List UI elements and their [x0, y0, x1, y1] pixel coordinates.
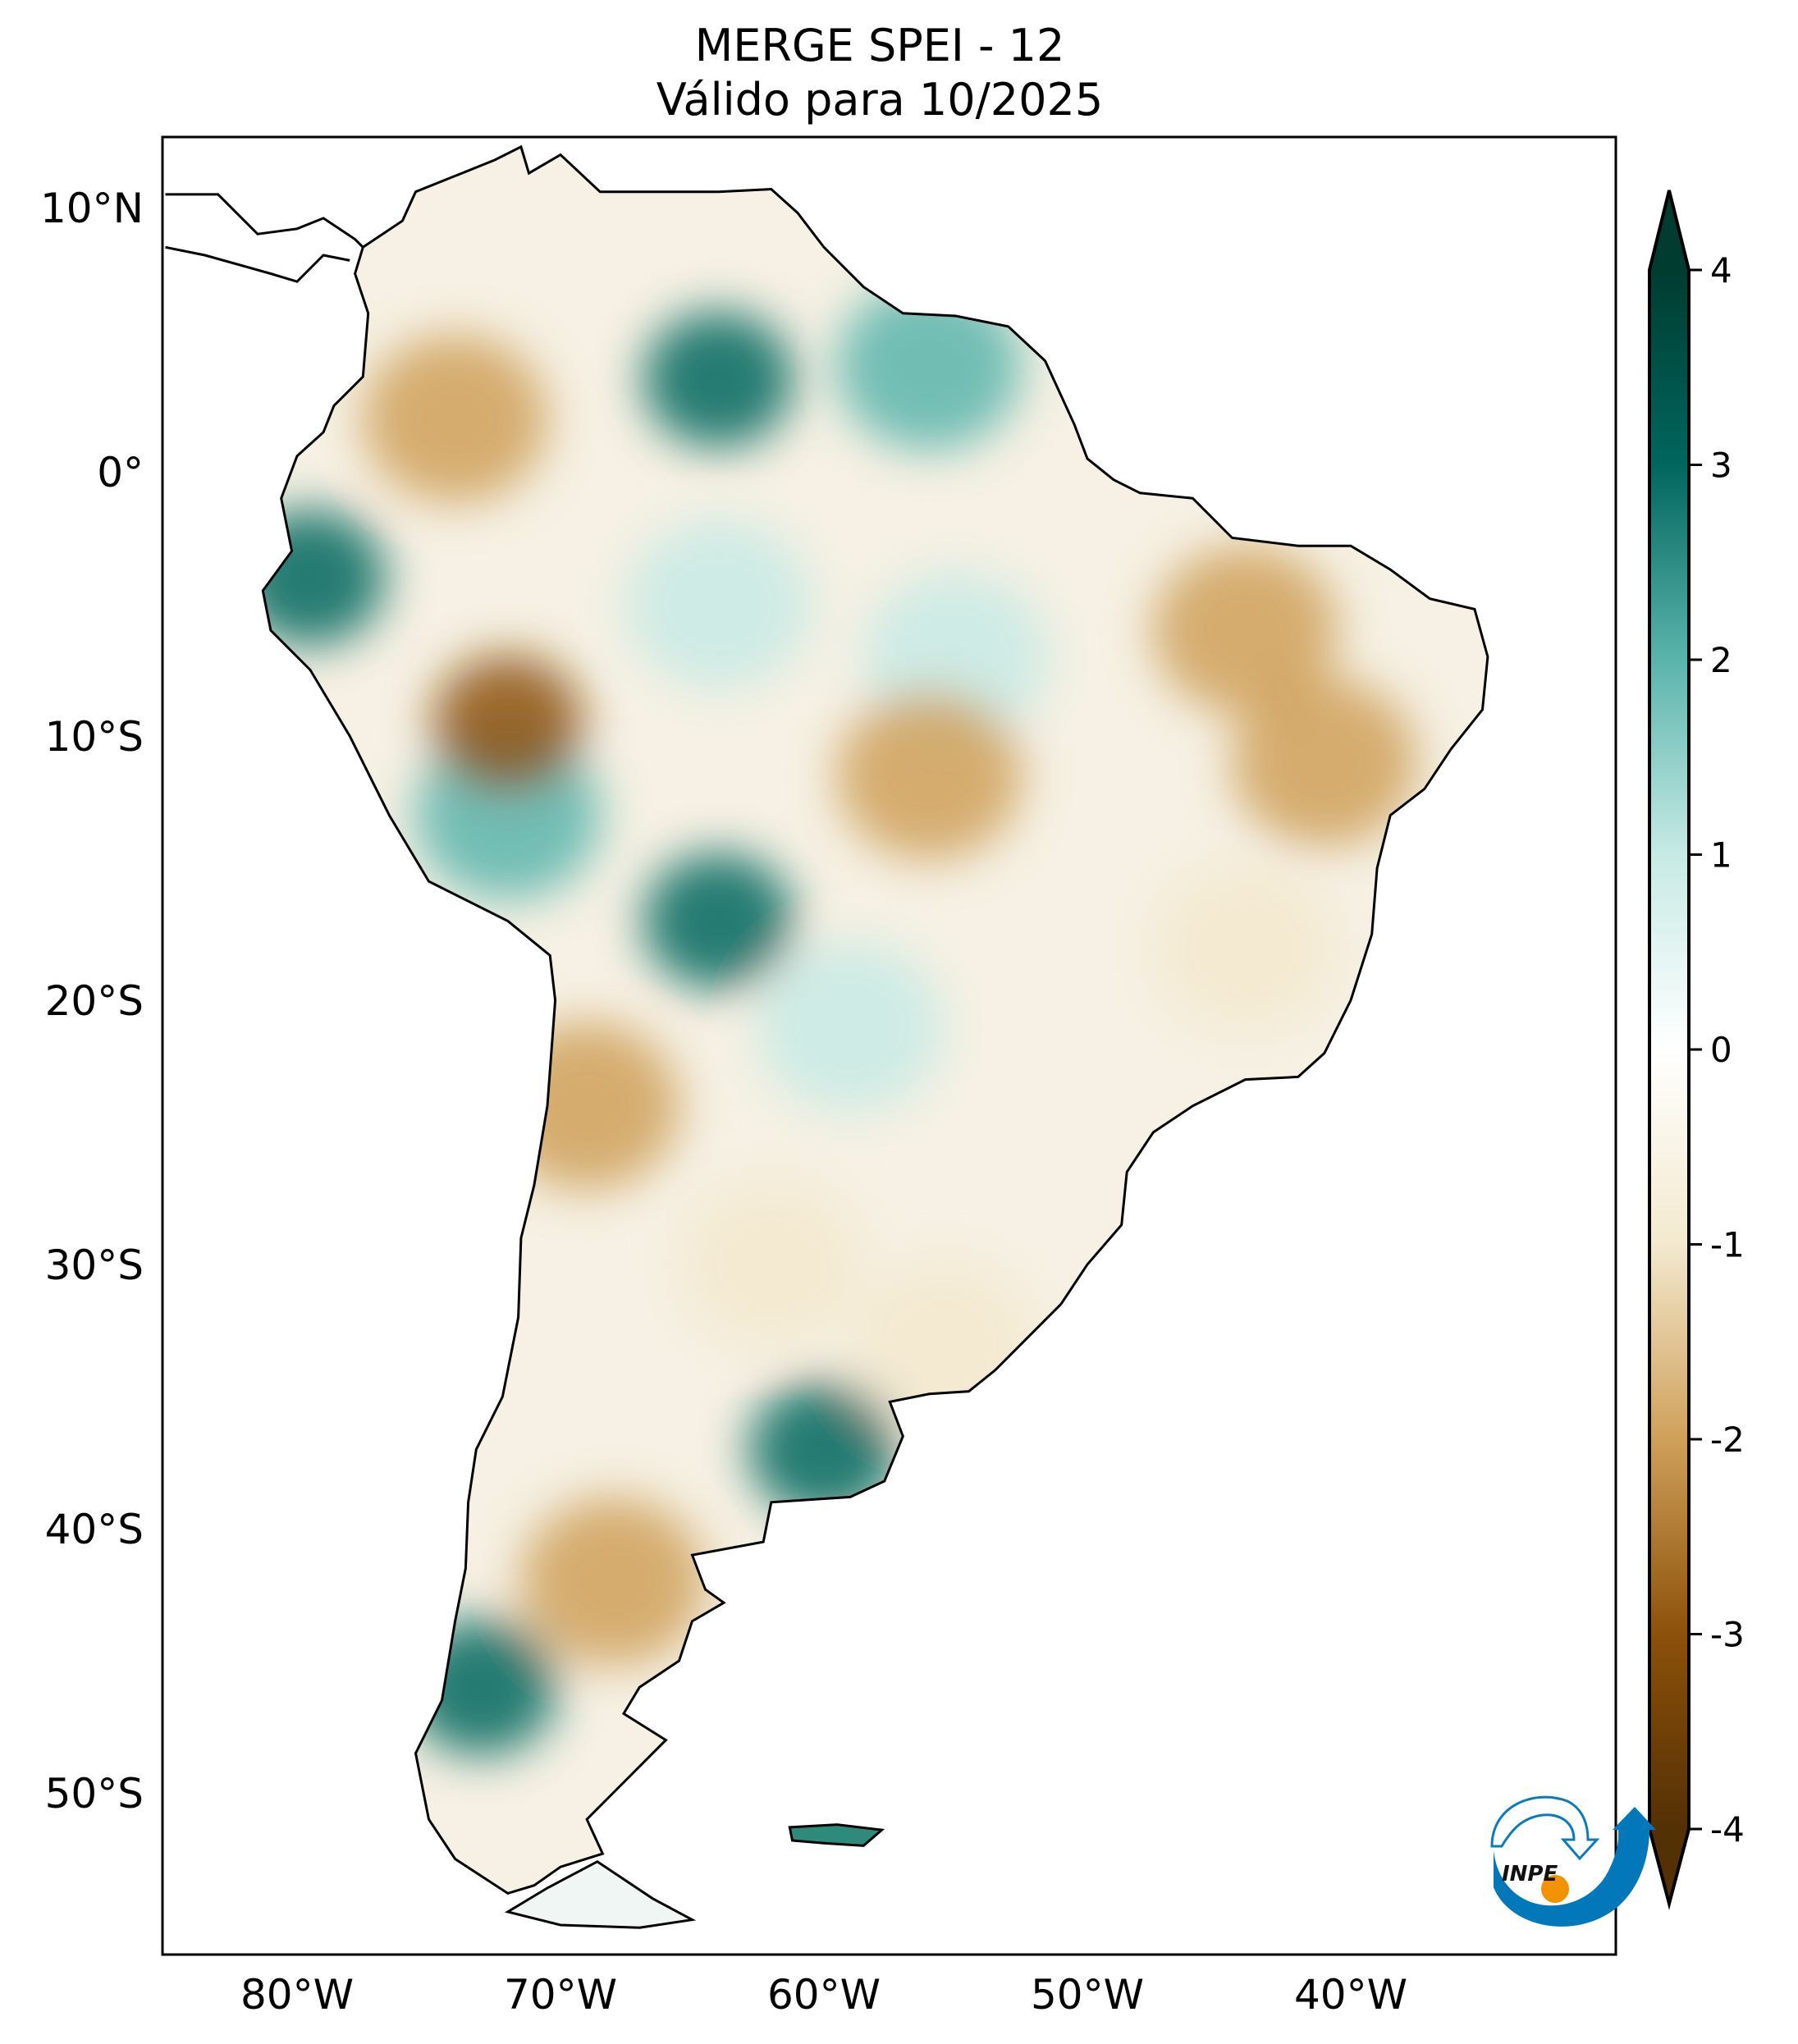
spei-anomaly-blob	[1152, 863, 1338, 1031]
coastline	[261, 144, 1489, 1895]
colorbar-tick-label: 1	[1710, 835, 1732, 876]
lat-tick-label: 0°	[97, 449, 144, 496]
svg-text:INPE: INPE	[1502, 1862, 1558, 1886]
latitude-axis: 10°N 0° 10°S 20°S 30°S 40°S 50°S	[40, 185, 144, 1818]
inpe-logo: INPE	[1490, 1795, 1656, 1927]
spei-anomaly-blob	[406, 1619, 557, 1756]
map-area	[165, 144, 1489, 1929]
chart-title: MERGE SPEI - 12	[694, 20, 1065, 71]
spei-anomaly-blob	[1232, 678, 1417, 847]
colorbar-tick-label: -4	[1710, 1809, 1745, 1850]
colorbar-tick-label: 0	[1710, 1030, 1732, 1070]
spei-anomaly-blob	[836, 691, 1023, 860]
spei-anomaly-blob	[362, 335, 548, 503]
colorbar-tick-label: 3	[1710, 446, 1732, 486]
spei-anomaly-blob	[625, 519, 812, 688]
spei-anomaly-blob	[748, 1381, 899, 1518]
colorbar-tick-label: -1	[1710, 1225, 1745, 1265]
lon-tick-label: 80°W	[240, 1971, 354, 2019]
colorbar-extend-min	[1649, 1829, 1689, 1904]
plot-frame	[161, 135, 1617, 1956]
colorbar-tick-label: -3	[1710, 1615, 1745, 1655]
spei-anomaly-blob	[643, 311, 794, 448]
chart-subtitle: Válido para 10/2025	[656, 74, 1104, 126]
lat-tick-label: 40°S	[45, 1506, 144, 1553]
longitude-axis: 80°W 70°W 60°W 50°W 40°W	[240, 1971, 1407, 2019]
lat-tick-label: 50°S	[45, 1770, 144, 1818]
spei-anomaly-blob	[757, 942, 943, 1111]
lat-tick-label: 10°S	[45, 713, 144, 761]
colorbar-tick-label: -2	[1710, 1420, 1745, 1460]
spei-anomaly-blob	[679, 1180, 864, 1349]
colorbar-extend-max	[1649, 190, 1689, 270]
falkland-islands	[788, 1823, 885, 1847]
lon-tick-label: 50°W	[1031, 1971, 1144, 2019]
lat-tick-label: 30°S	[45, 1241, 144, 1289]
spei-anomaly-blob	[1152, 546, 1338, 715]
lon-tick-label: 40°W	[1294, 1971, 1407, 2019]
colorbar-tick-label: 4	[1710, 250, 1732, 290]
spei-anomaly-blob	[520, 1498, 706, 1666]
spei-anomaly-blob	[643, 853, 794, 990]
spei-anomaly-blob	[263, 509, 386, 646]
colorbar-tick-label: 2	[1710, 640, 1732, 680]
lon-tick-label: 70°W	[504, 1971, 617, 2019]
spei-anomaly-blob	[494, 1022, 679, 1191]
central-america-coastline	[165, 193, 364, 283]
spei-anomaly-blob	[432, 654, 583, 792]
lon-tick-label: 60°W	[767, 1971, 881, 2019]
tierra-del-fuego	[504, 1859, 697, 1929]
colorbar: 4 3 2 1 0 -1 -2 -3 -4	[1648, 190, 1745, 1910]
lat-tick-label: 20°S	[45, 977, 144, 1025]
spei-anomaly-blob	[836, 281, 1023, 450]
lat-tick-label: 10°N	[40, 185, 144, 232]
spei-anomaly-blob	[849, 1260, 1036, 1428]
